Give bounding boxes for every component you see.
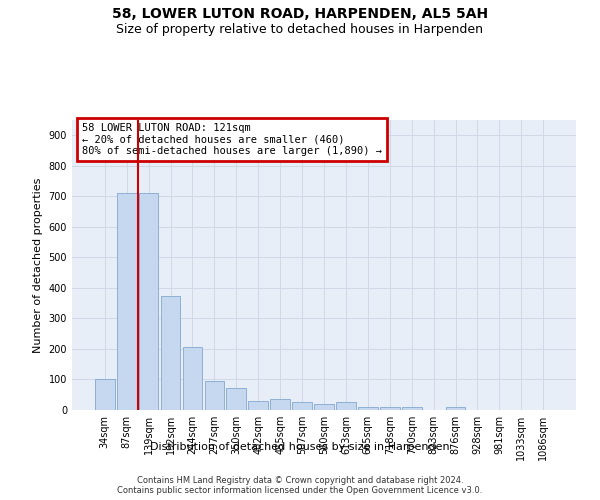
- Bar: [139, 194, 158, 410]
- Y-axis label: Number of detached properties: Number of detached properties: [33, 178, 43, 352]
- Bar: [205, 381, 224, 410]
- Text: Contains HM Land Registry data © Crown copyright and database right 2024.
Contai: Contains HM Land Registry data © Crown c…: [118, 476, 482, 495]
- Bar: [402, 407, 422, 410]
- Text: 58 LOWER LUTON ROAD: 121sqm
← 20% of detached houses are smaller (460)
80% of se: 58 LOWER LUTON ROAD: 121sqm ← 20% of det…: [82, 123, 382, 156]
- Text: Size of property relative to detached houses in Harpenden: Size of property relative to detached ho…: [116, 22, 484, 36]
- Bar: [380, 407, 400, 410]
- Bar: [446, 407, 466, 410]
- Bar: [226, 388, 246, 410]
- Bar: [358, 407, 378, 410]
- Bar: [292, 402, 312, 410]
- Text: Distribution of detached houses by size in Harpenden: Distribution of detached houses by size …: [150, 442, 450, 452]
- Bar: [336, 402, 356, 410]
- Bar: [161, 296, 181, 410]
- Bar: [270, 400, 290, 410]
- Bar: [314, 404, 334, 410]
- Bar: [248, 401, 268, 410]
- Bar: [182, 348, 202, 410]
- Bar: [117, 194, 137, 410]
- Bar: [95, 380, 115, 410]
- Text: 58, LOWER LUTON ROAD, HARPENDEN, AL5 5AH: 58, LOWER LUTON ROAD, HARPENDEN, AL5 5AH: [112, 8, 488, 22]
